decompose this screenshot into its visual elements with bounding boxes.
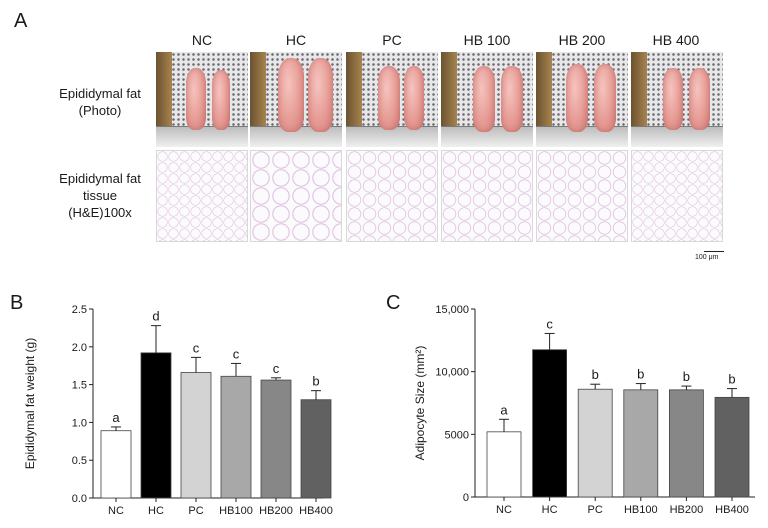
histology-hc: [250, 150, 342, 242]
chartc-bar-hb100: [623, 389, 659, 498]
chartb-bar-hb100: [220, 375, 252, 499]
chartb-y-axis-label: Epididymal fat weight (g): [23, 338, 37, 469]
chartc-significance-letter: b: [683, 369, 690, 384]
chartb-significance-letter: c: [273, 361, 280, 376]
scale-bar: [704, 251, 724, 252]
fat-photo-hb400: [631, 52, 723, 147]
chartb-y-tick-label: 0.0: [72, 493, 87, 505]
group-label-hb100: HB 100: [463, 32, 511, 48]
chartb-y-tick-label: 0.5: [72, 455, 87, 467]
chartc-bar-hc: [532, 349, 567, 498]
chartc-y-axis-label: Adipocyte Size (mm²): [413, 346, 427, 461]
histology-hb200: [536, 150, 628, 242]
group-label-hb200: HB 200: [558, 32, 606, 48]
chartb-x-tick-label: HC: [148, 505, 164, 517]
chartb-bar-nc: [100, 430, 132, 499]
histology-pc: [346, 150, 438, 242]
group-label-pc: PC: [382, 32, 402, 48]
chartc-significance-letter: a: [500, 402, 508, 417]
chartb-significance-letter: a: [112, 410, 120, 425]
histology-nc: [156, 150, 248, 242]
chartb-bar-hc: [140, 352, 172, 499]
chartb-x-tick-label: NC: [108, 505, 124, 517]
histology-hb100: [441, 150, 533, 242]
chartc-x-tick-label: HB100: [624, 504, 658, 516]
chartb-y-tick-label: 1.5: [72, 380, 87, 392]
chartb-y-tick-label: 1.0: [72, 417, 87, 429]
chartc-y-tick-label: 0: [463, 492, 469, 504]
chartc-y-tick-label: 10,000: [435, 367, 469, 379]
chartb-bar-hb400: [300, 399, 332, 499]
chartc-x-tick-label: PC: [588, 504, 603, 516]
chartb-y-tick-label: 2.0: [72, 342, 87, 354]
chartc-x-tick-label: NC: [496, 504, 512, 516]
chartc-x-tick-label: HC: [542, 504, 558, 516]
group-label-hb400: HB 400: [652, 32, 700, 48]
chartc-significance-letter: b: [637, 367, 644, 382]
scale-bar-label: 100 μm: [695, 254, 719, 261]
row-label-histology: Epididymal fat tissue (H&E)100x: [59, 171, 141, 220]
chartb-y-tick-label: 2.5: [72, 304, 87, 316]
panel-c-letter: C: [386, 292, 401, 314]
group-label-hc: HC: [285, 32, 307, 48]
chartc-significance-letter: b: [728, 372, 735, 387]
histology-hb400: [631, 150, 723, 242]
fat-photo-hb100: [441, 52, 533, 147]
chartb-significance-letter: b: [312, 374, 319, 389]
fat-photo-hc: [250, 52, 342, 147]
chartc-y-tick-label: 15,000: [435, 304, 469, 316]
row-label-photo: Epididymal fat (Photo): [59, 86, 141, 118]
chartb-significance-letter: d: [152, 309, 159, 324]
chartc-bar-pc: [577, 388, 613, 498]
chartb-significance-letter: c: [233, 346, 240, 361]
chartb-bar-pc: [180, 372, 212, 499]
chartc-bar-hb400: [714, 396, 750, 498]
fat-photo-hb200: [536, 52, 628, 147]
chartc-significance-letter: b: [592, 367, 599, 382]
panel-b-letter: B: [10, 292, 24, 314]
chartc-bar-nc: [486, 431, 522, 498]
chartb-x-tick-label: HB400: [299, 505, 333, 517]
chartb-significance-letter: c: [193, 340, 200, 355]
chartb-x-tick-label: HB200: [259, 505, 293, 517]
chartb-x-tick-label: PC: [188, 505, 203, 517]
chartc-x-tick-label: HB400: [715, 504, 749, 516]
chartc-x-tick-label: HB200: [670, 504, 704, 516]
fat-photo-nc: [156, 52, 248, 147]
chartb-bar-hb200: [260, 379, 292, 499]
chartc-significance-letter: c: [546, 316, 553, 331]
fat-photo-pc: [346, 52, 438, 147]
chartc-y-tick-label: 5000: [445, 429, 469, 441]
chartc-bar-hb200: [669, 389, 704, 498]
group-label-nc: NC: [191, 32, 213, 48]
panel-a-letter: A: [14, 10, 28, 32]
chartb-x-tick-label: HB100: [219, 505, 253, 517]
